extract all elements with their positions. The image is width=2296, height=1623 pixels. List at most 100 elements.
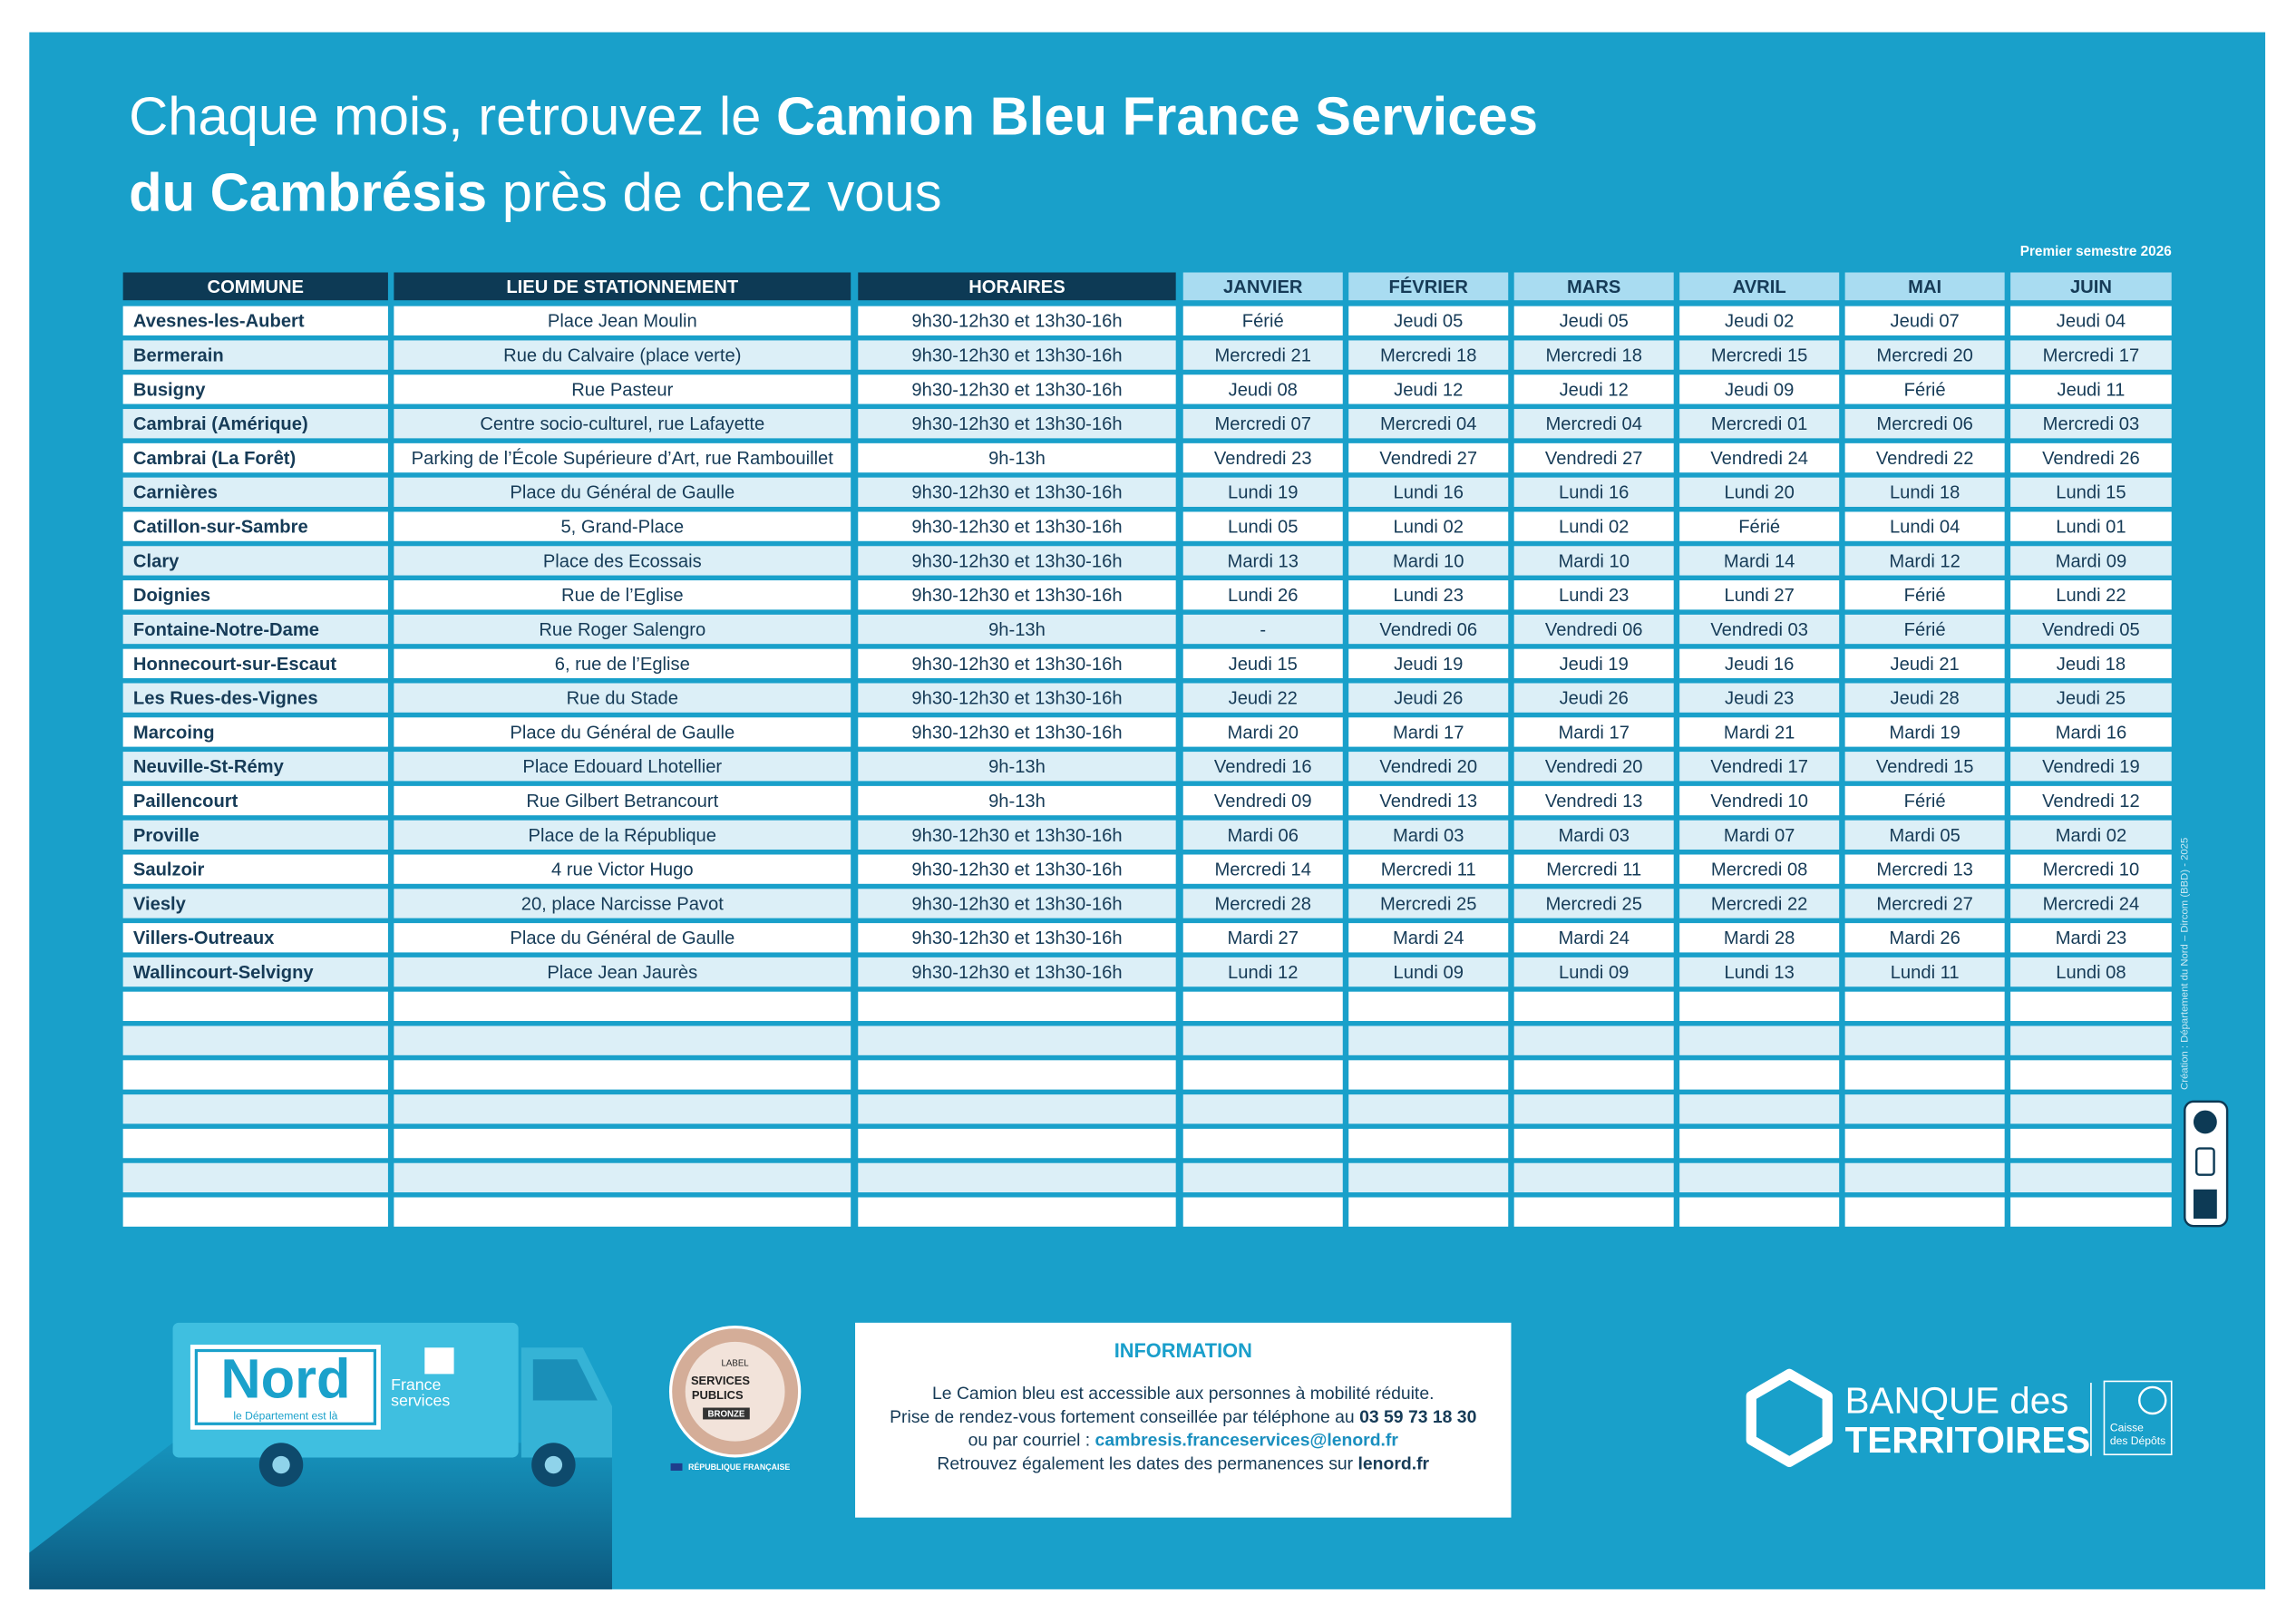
column-header: AVRIL bbox=[1733, 277, 1786, 297]
table-cell bbox=[1513, 957, 1674, 987]
cell-text: Jeudi 19 bbox=[1394, 655, 1463, 675]
cell-text: Lundi 09 bbox=[1394, 963, 1464, 983]
table-cell bbox=[858, 717, 1176, 747]
table-cell bbox=[858, 580, 1176, 610]
table-cell bbox=[1513, 1197, 1674, 1227]
cell-text: Vendredi 22 bbox=[1876, 449, 1974, 469]
cell-text: Jeudi 04 bbox=[2057, 312, 2126, 332]
cell-text: Mardi 12 bbox=[1889, 551, 1960, 571]
cell-text: 9h30-12h30 et 13h30-16h bbox=[911, 689, 1122, 709]
table-cell bbox=[858, 477, 1176, 507]
table-cell bbox=[1182, 648, 1343, 678]
table-cell bbox=[1182, 785, 1343, 816]
table-cell bbox=[1348, 614, 1509, 645]
table-cell bbox=[1182, 442, 1343, 473]
header-cell bbox=[1348, 272, 1509, 301]
table-cell bbox=[858, 442, 1176, 473]
cell-text: Vendredi 24 bbox=[1710, 449, 1808, 469]
cell-text: Jeudi 11 bbox=[2058, 380, 2126, 400]
cell-text: Vendredi 09 bbox=[1214, 792, 1312, 812]
table-cell bbox=[858, 1060, 1176, 1090]
table-cell bbox=[2010, 340, 2172, 370]
france-services: services bbox=[391, 1392, 450, 1410]
table-cell bbox=[1182, 752, 1343, 782]
period: Premier semestre 2026 bbox=[2020, 244, 2172, 259]
table-cell bbox=[1348, 683, 1509, 713]
table-cell bbox=[1348, 511, 1509, 541]
column-header: FÉVRIER bbox=[1389, 277, 1469, 297]
cell-text: Place du Général de Gaulle bbox=[510, 483, 735, 503]
truck-shadow bbox=[29, 1443, 612, 1589]
table-cell bbox=[122, 648, 388, 678]
cell-text: Mardi 24 bbox=[1558, 928, 1629, 948]
nord-logo: Nord bbox=[220, 1347, 350, 1410]
cell-text: Mardi 16 bbox=[2056, 723, 2126, 743]
table-cell bbox=[1844, 409, 2005, 439]
table-cell bbox=[1679, 1162, 1840, 1193]
table-cell bbox=[858, 340, 1176, 370]
table-cell bbox=[394, 580, 851, 610]
table-cell bbox=[1182, 374, 1343, 404]
table-cell bbox=[1182, 614, 1343, 645]
cell-text: Place Edouard Lhotellier bbox=[522, 757, 722, 777]
commune: Paillencourt bbox=[133, 792, 238, 812]
table-cell bbox=[394, 614, 851, 645]
table-cell bbox=[1679, 1060, 1840, 1090]
table-cell bbox=[1348, 717, 1509, 747]
table-cell bbox=[1679, 374, 1840, 404]
table-cell bbox=[122, 752, 388, 782]
table-cell bbox=[1182, 1162, 1343, 1193]
table-cell bbox=[858, 1162, 1176, 1193]
table-cell bbox=[1679, 1094, 1840, 1124]
table-cell bbox=[1513, 442, 1674, 473]
table-cell bbox=[1348, 1060, 1509, 1090]
cell-text: Vendredi 13 bbox=[1545, 792, 1643, 812]
table-cell bbox=[1513, 923, 1674, 953]
cell-text: Centre socio-culturel, rue Lafayette bbox=[480, 414, 764, 434]
cell-text: Mercredi 01 bbox=[1711, 414, 1807, 434]
table-cell bbox=[1182, 511, 1343, 541]
table-cell bbox=[2010, 1197, 2172, 1227]
cell-text: Jeudi 08 bbox=[1229, 380, 1298, 400]
information-line: Le Camion bleu est accessible aux person… bbox=[932, 1384, 1434, 1404]
commune: Avesnes-les-Aubert bbox=[133, 312, 305, 332]
table-cell bbox=[394, 820, 851, 850]
table-cell bbox=[1348, 546, 1509, 576]
table-cell bbox=[2010, 957, 2172, 987]
cell-text: Mercredi 17 bbox=[2043, 346, 2139, 366]
table-cell bbox=[1844, 614, 2005, 645]
table-cell bbox=[858, 1197, 1176, 1227]
table-cell bbox=[122, 1060, 388, 1090]
cell-text: Mardi 03 bbox=[1393, 826, 1464, 846]
cell-text: 9h30-12h30 et 13h30-16h bbox=[911, 826, 1122, 846]
table-cell bbox=[1513, 785, 1674, 816]
column-header: HORAIRES bbox=[968, 277, 1065, 297]
cell-text: Lundi 23 bbox=[1394, 586, 1464, 606]
cell-text: Mardi 02 bbox=[2056, 826, 2126, 846]
cell-text: Férié bbox=[1904, 620, 1946, 640]
commune: Villers-Outreaux bbox=[133, 928, 275, 948]
cell-text: Mardi 28 bbox=[1724, 928, 1795, 948]
cell-text: Mardi 10 bbox=[1393, 551, 1464, 571]
cell-text: Lundi 01 bbox=[2056, 518, 2126, 538]
table-cell bbox=[1513, 511, 1674, 541]
cell-text: Jeudi 05 bbox=[1560, 312, 1629, 332]
table-cell bbox=[858, 1094, 1176, 1124]
cell-text: Mardi 09 bbox=[2056, 551, 2126, 571]
table-cell bbox=[394, 991, 851, 1022]
table-cell bbox=[2010, 785, 2172, 816]
table-cell bbox=[1679, 717, 1840, 747]
icon bbox=[2194, 1147, 2215, 1176]
information-text: cambresis.franceservices@lenord.fr bbox=[1095, 1431, 1399, 1451]
table-cell bbox=[1182, 991, 1343, 1022]
table-cell bbox=[1679, 477, 1840, 507]
header-cell bbox=[394, 272, 851, 301]
table-cell bbox=[1182, 820, 1343, 850]
column-header: COMMUNE bbox=[208, 277, 304, 297]
table-cell bbox=[2010, 511, 2172, 541]
schedule-table: COMMUNE LIEU DE STATIONNEMENT HORAIRES JANV… bbox=[122, 272, 2172, 1227]
flag bbox=[670, 1463, 683, 1471]
title-line: du Cambrésis près de chez vous bbox=[129, 161, 941, 222]
table-cell bbox=[1513, 580, 1674, 610]
